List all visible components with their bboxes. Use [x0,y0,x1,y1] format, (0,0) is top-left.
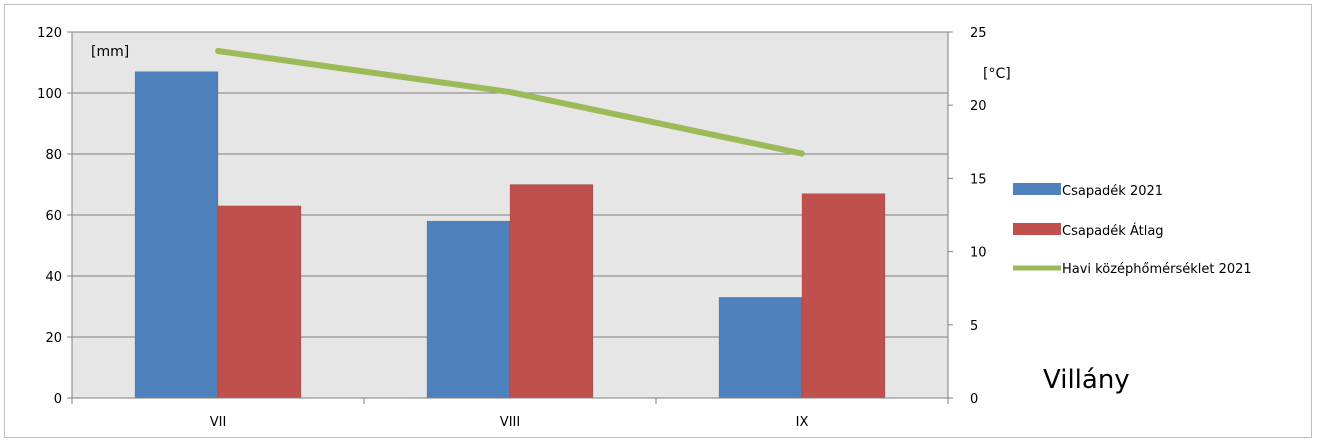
bar-csapadek-2021 [718,297,803,399]
y-left-tick-label: 20 [45,331,62,346]
y-right-tick-label: 0 [970,392,978,407]
y-left-tick-label: 100 [37,87,62,102]
location-annotation: Villány [1043,365,1130,395]
axes [67,31,953,404]
legend-label: Havi középhőmérséklet 2021 [1062,262,1252,277]
bar-csapadek-2021 [426,220,511,399]
y-right-tick-label: 25 [970,26,987,41]
y-axis-left-label: [mm] [91,44,129,60]
y-right-tick-label: 10 [970,246,987,261]
y-axis-right-label: [°C] [983,66,1011,82]
legend: Csapadék 2021 Csapadék Átlag Havi középhőm… [1013,183,1252,277]
axis-tick-labels: 0 20 40 60 80 100 120 0 5 10 15 20 25 VII VIII IX [37,26,986,430]
temperature-line [215,48,805,157]
bar-csapadek-atlag [801,193,886,399]
y-left-tick-label: 80 [45,148,62,163]
y-left-tick-label: 60 [45,209,62,224]
y-right-tick-label: 5 [970,319,978,334]
y-left-tick-label: 120 [37,26,62,41]
bar-csapadek-atlag [509,184,594,399]
x-tick-label: VIII [500,415,520,430]
legend-label: Csapadék Átlag [1062,223,1164,239]
y-right-tick-label: 15 [970,172,987,187]
bar-csapadek-2021 [134,71,219,399]
x-tick-label: VII [210,415,227,430]
bars [134,71,886,399]
x-tick-label: IX [796,415,809,430]
y-left-tick-label: 40 [45,270,62,285]
legend-swatch-1 [1013,223,1061,235]
y-right-tick-label: 20 [970,99,987,114]
legend-label: Csapadék 2021 [1062,184,1163,199]
bar-csapadek-atlag [217,205,302,399]
y-left-tick-label: 0 [54,392,62,407]
legend-swatch-0 [1013,183,1061,195]
